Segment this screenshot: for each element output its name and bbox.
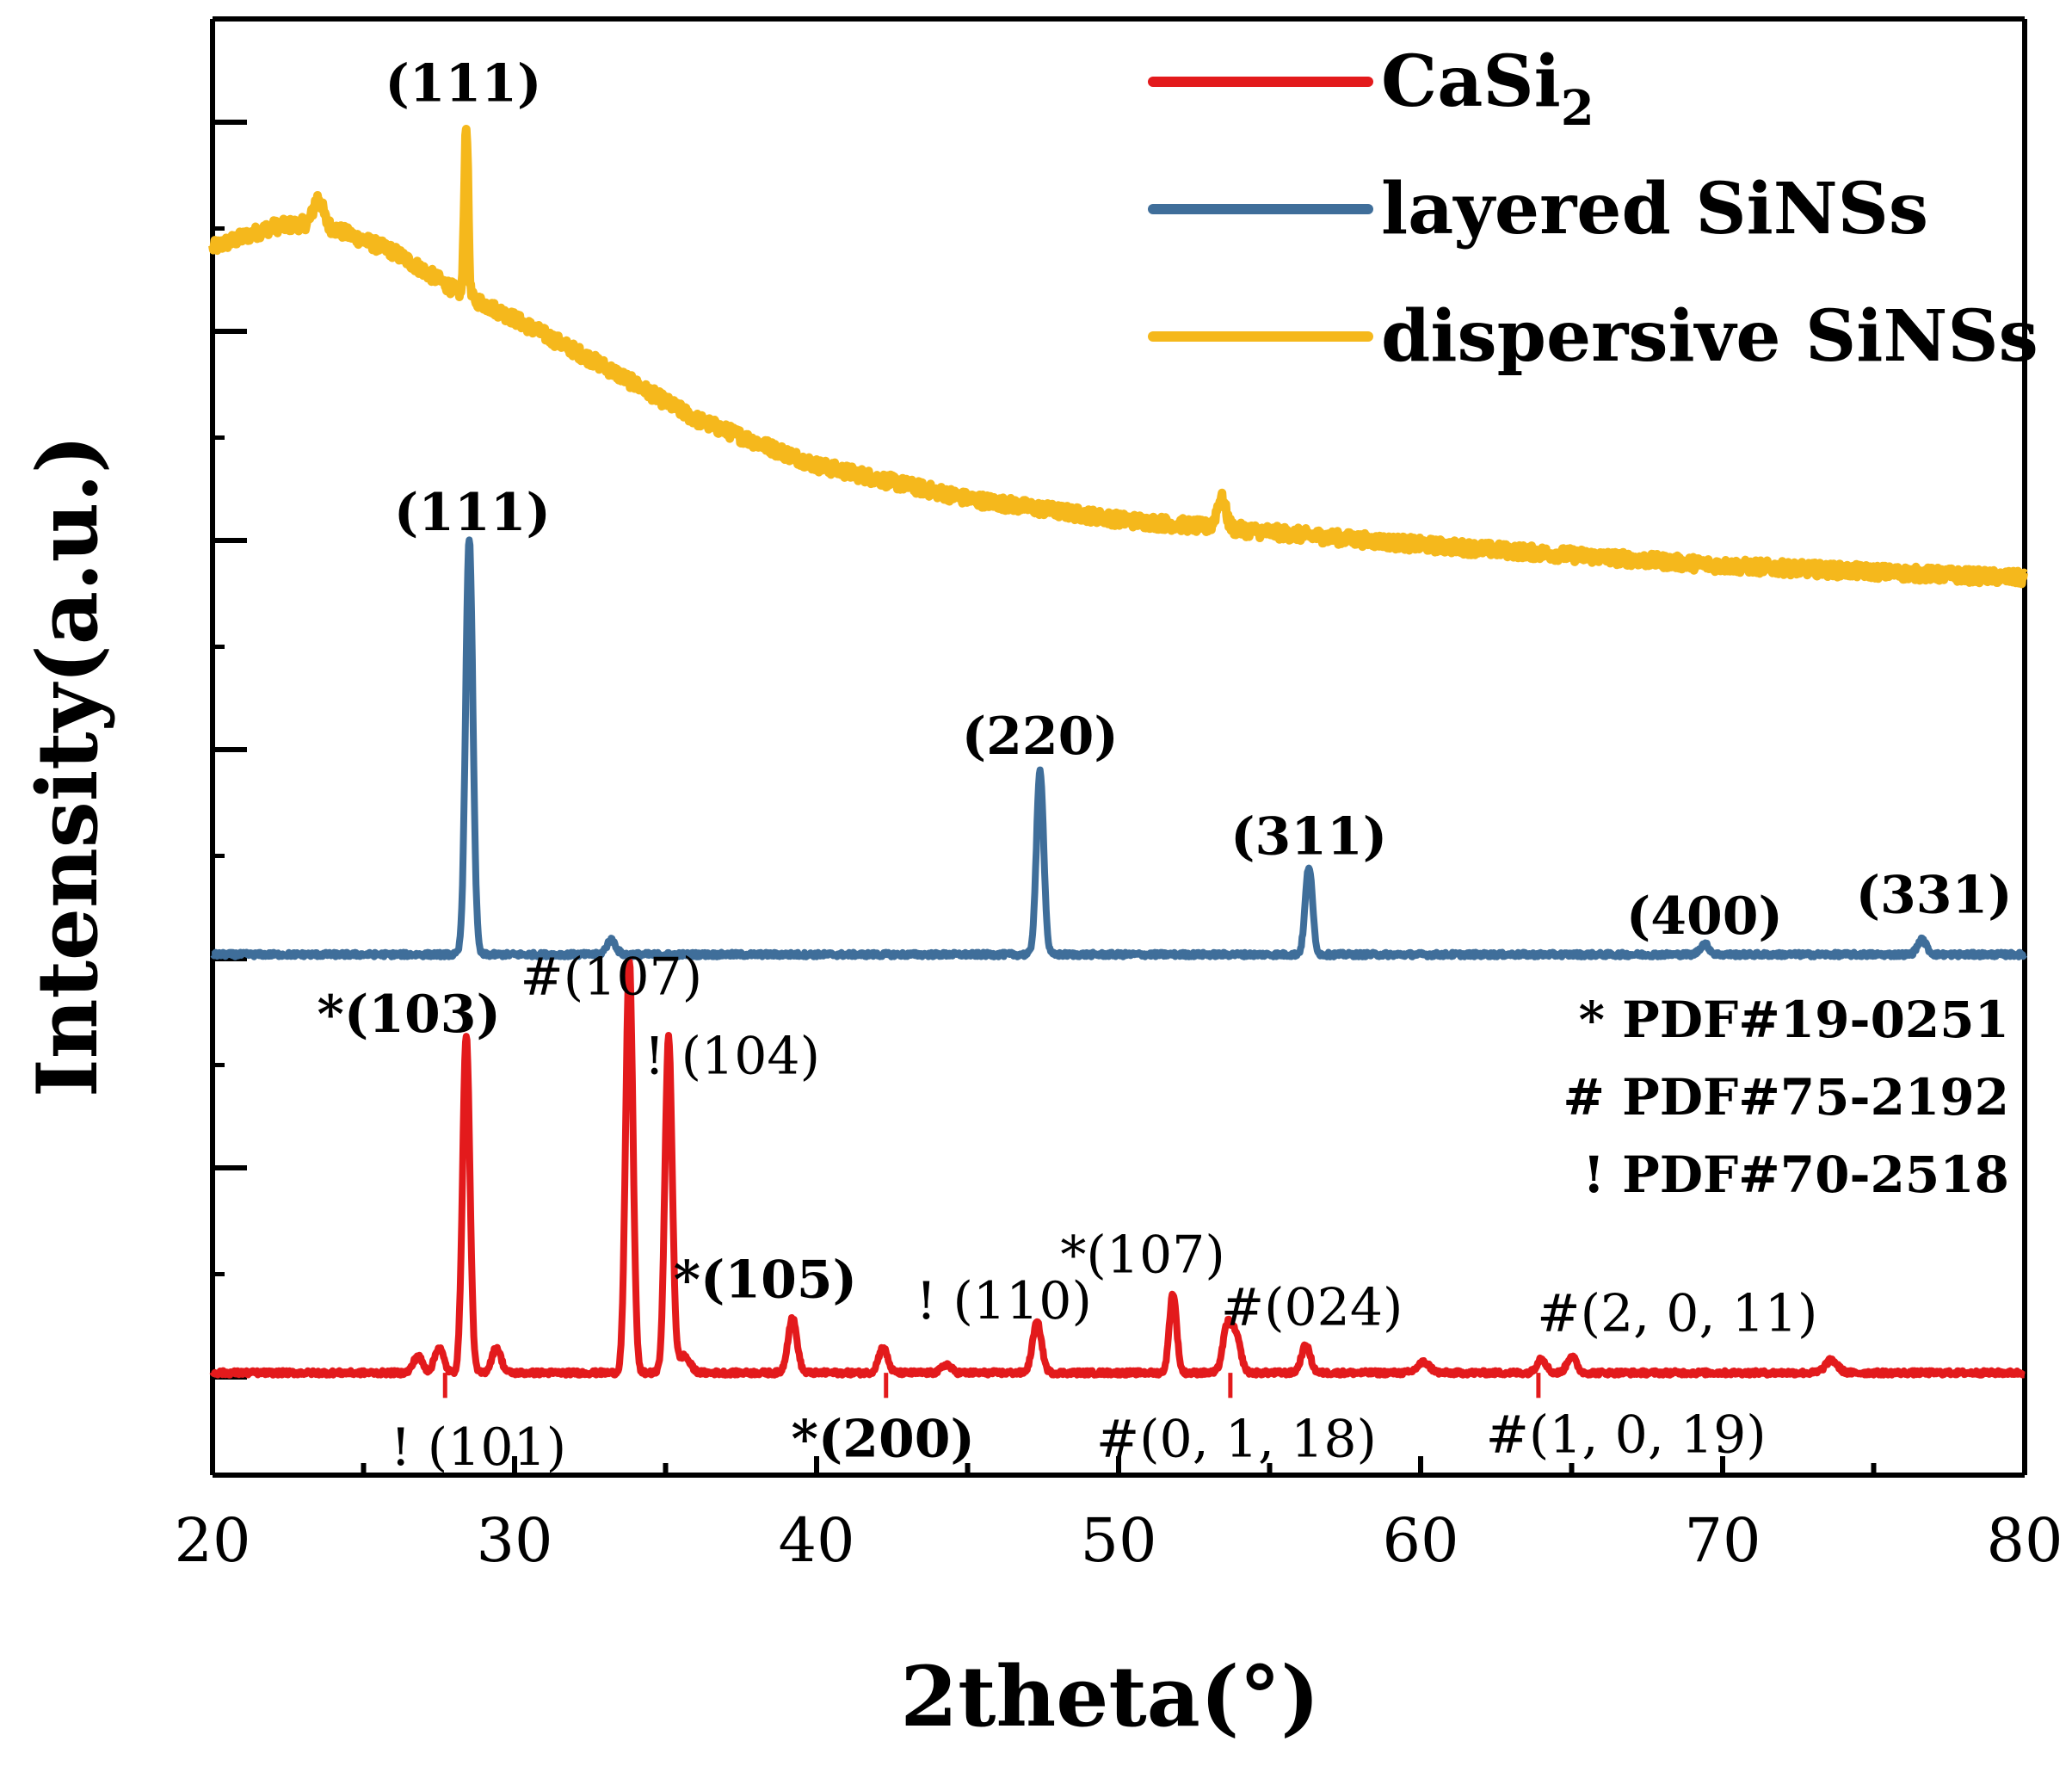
x-tick-label: 70 bbox=[1684, 1505, 1761, 1576]
x-tick-label: 20 bbox=[174, 1505, 250, 1576]
axis-ticks: 20 30 40 50 60 70 80 bbox=[174, 120, 2063, 1576]
y-axis-label: Intensity(a.u.) bbox=[19, 435, 116, 1097]
peak-label-casi2: *(107) bbox=[1060, 1226, 1224, 1286]
peak-label-layered: (220) bbox=[962, 707, 1119, 767]
pdf-card-label: ! PDF#70-2518 bbox=[1582, 1145, 2009, 1204]
peak-label-casi2: #(024) bbox=[1221, 1277, 1403, 1337]
legend-label: CaSi2 bbox=[1381, 40, 1594, 137]
legend-label: layered SiNSs bbox=[1381, 168, 1928, 250]
legend-label: dispersive SiNSs bbox=[1381, 295, 2038, 378]
series-line-layered-sinss bbox=[209, 536, 2028, 960]
x-tick-label: 50 bbox=[1080, 1505, 1156, 1576]
x-tick-label: 40 bbox=[778, 1505, 854, 1576]
peak-label-dispersive: (111) bbox=[385, 54, 541, 114]
peak-label-casi2-ref: #(1, 0, 19) bbox=[1486, 1405, 1767, 1465]
legend-label-subscript: 2 bbox=[1561, 80, 1594, 137]
peak-label-layered: (400) bbox=[1626, 886, 1783, 947]
x-tick-label: 80 bbox=[1986, 1505, 2063, 1576]
peak-label-casi2: ! (104) bbox=[644, 1027, 820, 1087]
series-line-casi2 bbox=[209, 957, 2028, 1379]
peak-label-layered: (331) bbox=[1856, 866, 2013, 926]
peak-label-casi2: *(105) bbox=[674, 1250, 857, 1311]
peak-label-casi2: #(107) bbox=[521, 947, 703, 1007]
peak-label-casi2: #(2, 0, 11) bbox=[1537, 1284, 1817, 1344]
series-lines bbox=[208, 125, 2029, 1379]
peak-label-casi2: ! (110) bbox=[916, 1271, 1092, 1331]
peak-annotations: (111) (111) (220) (311) (400) (331) *(103) #(10… bbox=[317, 54, 2012, 1478]
legend: CaSi2 layered SiNSs dispersive SiNSs bbox=[1148, 40, 2038, 378]
peak-label-casi2: *(103) bbox=[317, 985, 500, 1045]
x-tick-label: 30 bbox=[476, 1505, 552, 1576]
x-tick-label: 60 bbox=[1382, 1505, 1458, 1576]
peak-label-casi2-ref: *(200) bbox=[792, 1409, 975, 1469]
pdf-card-label: # PDF#75-2192 bbox=[1563, 1068, 2009, 1127]
peak-label-casi2-ref: ! (101) bbox=[391, 1417, 567, 1478]
pdf-card-label: * PDF#19-0251 bbox=[1579, 991, 2009, 1049]
peak-label-casi2-ref: #(0, 1, 18) bbox=[1096, 1409, 1377, 1469]
x-axis-label: 2theta(°) bbox=[900, 1648, 1319, 1745]
series-line-dispersive-sinss bbox=[208, 125, 2029, 589]
peak-label-layered: (311) bbox=[1230, 807, 1387, 868]
peak-label-layered: (111) bbox=[394, 483, 551, 543]
